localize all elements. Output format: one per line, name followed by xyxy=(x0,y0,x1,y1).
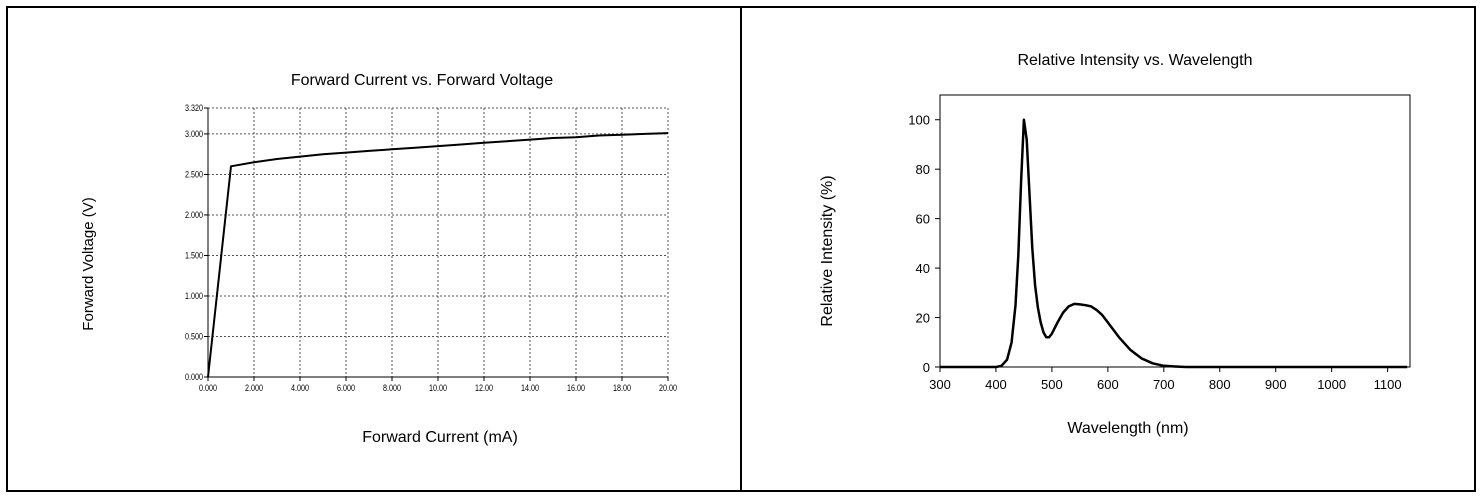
x-tick-label: 6.000 xyxy=(337,383,355,393)
x-tick-label: 1000 xyxy=(1317,377,1346,392)
x-tick-label: 16.00 xyxy=(567,383,585,393)
y-tick-label: 100 xyxy=(908,113,930,128)
y-tick-label: 60 xyxy=(916,212,930,227)
y-axis-label: Relative Intensity (%) xyxy=(819,175,836,326)
y-tick-label: 80 xyxy=(916,162,930,177)
y-tick-label: 1.000 xyxy=(185,291,203,301)
y-tick-label: 3.000 xyxy=(185,129,203,139)
x-axis-label: Forward Current (mA) xyxy=(362,429,518,446)
x-tick-label: 18.00 xyxy=(613,383,631,393)
y-tick-label: 0.000 xyxy=(185,372,203,382)
y-tick-label: 1.500 xyxy=(185,251,203,261)
x-tick-label: 14.00 xyxy=(521,383,539,393)
chart-title: Forward Current vs. Forward Voltage xyxy=(291,72,553,89)
x-tick-label: 400 xyxy=(985,377,1007,392)
y-axis-label: Forward Voltage (V) xyxy=(80,197,97,330)
x-tick-label: 4.000 xyxy=(291,383,309,393)
y-tick-label: 40 xyxy=(916,261,930,276)
series-line xyxy=(207,132,669,378)
x-tick-label: 500 xyxy=(1041,377,1063,392)
y-tick-label: 0 xyxy=(923,360,930,375)
chart-panel-forward-voltage: Forward Current vs. Forward Voltage Forw… xyxy=(8,8,740,490)
series-line xyxy=(940,118,1408,369)
x-tick-label: 800 xyxy=(1209,377,1231,392)
x-tick-label: 700 xyxy=(1153,377,1175,392)
x-tick-label: 600 xyxy=(1097,377,1119,392)
plot-area: 0.000 2.000 4.000 6.000 8.000 10.00 12.00 14.00… xyxy=(185,103,677,393)
relative-intensity-chart: Relative Intensity vs. Wavelength Relati… xyxy=(819,52,1411,437)
y-tick-label: 2.000 xyxy=(185,210,203,220)
x-tick-label: 8.000 xyxy=(383,383,401,393)
x-tick-label: 1100 xyxy=(1374,377,1402,392)
y-tick-label: 2.500 xyxy=(185,170,203,180)
x-tick-label: 2.000 xyxy=(245,383,263,393)
forward-voltage-chart: Forward Current vs. Forward Voltage Forw… xyxy=(80,72,677,446)
chart-title: Relative Intensity vs. Wavelength xyxy=(1017,52,1252,69)
x-axis-label: Wavelength (nm) xyxy=(1067,420,1188,437)
x-tick-label: 20.00 xyxy=(659,383,677,393)
x-tick-label: 10.00 xyxy=(429,383,447,393)
x-tick-label: 0.000 xyxy=(199,383,217,393)
chart-panel-relative-intensity: Relative Intensity vs. Wavelength Relati… xyxy=(742,8,1474,490)
y-tick-label: 0.500 xyxy=(185,332,203,342)
x-tick-label: 12.00 xyxy=(475,383,493,393)
y-tick-label: 20 xyxy=(916,311,930,326)
x-tick-label: 900 xyxy=(1265,377,1287,392)
x-tick-label: 300 xyxy=(929,377,951,392)
panel-divider xyxy=(740,6,742,492)
plot-frame xyxy=(939,94,1411,368)
y-tick-label: 3.320 xyxy=(185,103,203,113)
plot-area: 300 400 500 600 700 800 900 1000 1100 0 20 40 60 80 10… xyxy=(908,94,1411,392)
